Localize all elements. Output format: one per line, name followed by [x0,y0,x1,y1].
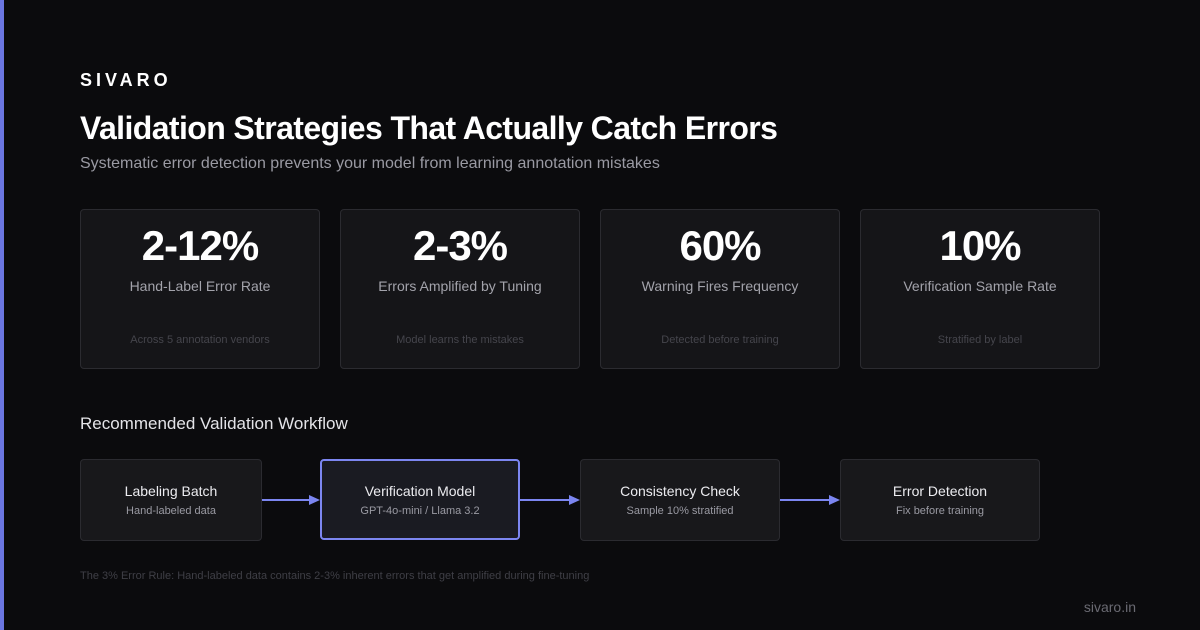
stat-note: Model learns the mistakes [396,334,524,346]
workflow-title: Recommended Validation Workflow [80,414,348,433]
stat-label: Hand-Label Error Rate [129,278,271,294]
arrow-consistency-to-detection [780,495,840,505]
step-title: Verification Model [364,483,476,499]
arrow-verification-to-consistency [520,495,580,505]
accent-bar [0,0,4,630]
stat-value: 2-12% [141,222,259,269]
stat-card-hand-label-error-rate: 2-12% Hand-Label Error Rate Across 5 ann… [80,209,320,369]
stat-value: 10% [939,222,1021,269]
brand-logo: SIVARO [80,70,172,90]
workflow-step-verification-model: Verification Model GPT-4o-mini / Llama 3… [320,459,520,540]
workflow-step-consistency-check: Consistency Check Sample 10% stratified [580,459,780,541]
step-subtitle: Sample 10% stratified [626,505,734,517]
page-subtitle: Systematic error detection prevents your… [80,155,660,172]
site-url: sivaro.in [1083,599,1136,615]
stat-card-warning-fires: 60% Warning Fires Frequency Detected bef… [600,209,840,369]
step-title: Consistency Check [620,483,740,499]
stat-value: 60% [679,222,761,269]
stat-card-verification-sample-rate: 10% Verification Sample Rate Stratified … [860,209,1100,369]
arrow-labeling-to-verification [260,495,320,505]
workflow-step-error-detection: Error Detection Fix before training [840,459,1040,541]
step-subtitle: Fix before training [895,505,985,517]
stat-note: Detected before training [661,334,779,346]
page-title: Validation Strategies That Actually Catc… [80,110,778,146]
footnote: The 3% Error Rule: Hand-labeled data con… [80,570,590,582]
stat-label: Warning Fires Frequency [641,278,799,294]
step-subtitle: GPT-4o-mini / Llama 3.2 [360,505,480,517]
stat-card-errors-amplified: 2-3% Errors Amplified by Tuning Model le… [340,209,580,369]
stat-note: Stratified by label [937,334,1023,346]
stat-label: Errors Amplified by Tuning [378,278,542,294]
stat-note: Across 5 annotation vendors [130,334,270,346]
step-subtitle: Hand-labeled data [126,505,216,517]
stat-label: Verification Sample Rate [903,278,1057,294]
workflow-step-labeling-batch: Labeling Batch Hand-labeled data [80,459,262,541]
stat-value: 2-3% [412,222,508,269]
step-title: Labeling Batch [124,483,218,499]
step-title: Error Detection [892,483,988,499]
